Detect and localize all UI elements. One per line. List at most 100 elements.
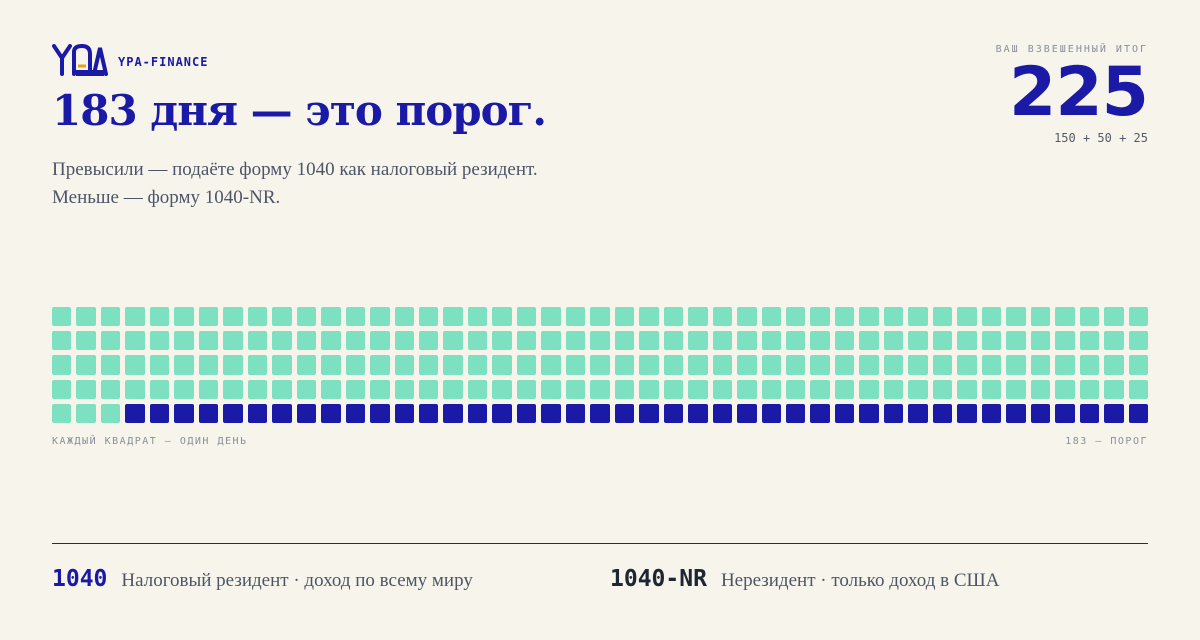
day-square-resident [614, 355, 635, 375]
day-square-resident [198, 355, 219, 375]
day-square-resident [272, 355, 292, 375]
day-square-resident [272, 379, 292, 399]
day-square-resident [932, 307, 953, 327]
day-square-resident [786, 331, 806, 351]
day-square-resident [296, 355, 317, 375]
day-square-resident [639, 379, 659, 399]
day-square-resident [688, 355, 708, 375]
day-square-resident [810, 331, 830, 351]
day-square-resident [198, 307, 219, 327]
day-square-resident [100, 331, 121, 351]
day-square-resident [247, 379, 268, 399]
page-title: 183 дня — это порог. [52, 86, 547, 135]
day-square-resident [321, 379, 341, 399]
day-square-over-threshold [1055, 403, 1075, 423]
day-square-resident [565, 355, 586, 375]
form-code: 1040 [52, 566, 108, 592]
day-square-resident [467, 331, 488, 351]
day-square-resident [1128, 355, 1148, 375]
day-grid [52, 307, 1148, 423]
day-square-resident [590, 355, 610, 375]
day-square-over-threshold [737, 403, 757, 423]
day-square-resident [1055, 379, 1075, 399]
day-square-resident [174, 379, 194, 399]
brand-name: YPA-FINANCE [118, 55, 209, 69]
day-square-resident [957, 355, 977, 375]
day-square-resident [125, 355, 145, 375]
day-square-resident [394, 307, 414, 327]
day-square-resident [100, 307, 121, 327]
day-square-resident [125, 331, 145, 351]
day-square-resident [712, 355, 733, 375]
day-square-resident [810, 379, 830, 399]
day-square-resident [370, 355, 390, 375]
day-square-resident [516, 331, 537, 351]
day-square-resident [981, 307, 1002, 327]
total-value: 225 [1009, 53, 1149, 132]
day-square-resident [370, 331, 390, 351]
day-square-resident [467, 355, 488, 375]
day-square-resident [149, 307, 170, 327]
day-square-resident [688, 307, 708, 327]
day-square-resident [149, 355, 170, 375]
day-square-over-threshold [394, 403, 414, 423]
day-square-resident [981, 355, 1002, 375]
day-square-resident [296, 307, 317, 327]
day-square-over-threshold [614, 403, 635, 423]
day-square-resident [370, 379, 390, 399]
day-square-resident [174, 331, 194, 351]
day-square-resident [859, 355, 879, 375]
day-square-over-threshold [125, 403, 145, 423]
day-square-resident [737, 331, 757, 351]
day-square-resident [247, 331, 268, 351]
day-square-resident [786, 355, 806, 375]
day-square-resident [908, 355, 928, 375]
day-square-resident [345, 307, 366, 327]
day-square-resident [908, 331, 928, 351]
day-square-resident [1128, 307, 1148, 327]
day-square-resident [614, 379, 635, 399]
day-square-resident [1128, 379, 1148, 399]
grid-caption-left: КАЖДЫЙ КВАДРАТ — ОДИН ДЕНЬ [52, 436, 248, 447]
day-square-resident [932, 331, 953, 351]
day-square-resident [76, 379, 96, 399]
day-square-resident [394, 379, 414, 399]
day-square-resident [52, 307, 72, 327]
day-square-resident [834, 307, 855, 327]
day-square-resident [859, 307, 879, 327]
day-square-resident [1079, 355, 1100, 375]
day-square-resident [492, 379, 512, 399]
day-square-over-threshold [957, 403, 977, 423]
day-square-resident [663, 307, 684, 327]
day-square-resident [614, 331, 635, 351]
day-square-over-threshold [834, 403, 855, 423]
day-square-resident [1006, 331, 1026, 351]
day-square-resident [761, 355, 781, 375]
day-square-over-threshold [908, 403, 928, 423]
day-square-resident [834, 331, 855, 351]
form-1040: 1040 Налоговый резидент · доход по всему… [52, 566, 473, 592]
day-square-resident [1104, 307, 1124, 327]
day-square-resident [541, 307, 561, 327]
day-square-resident [859, 331, 879, 351]
day-square-over-threshold [345, 403, 366, 423]
day-square-resident [492, 355, 512, 375]
day-square-over-threshold [932, 403, 953, 423]
form-1040-nr: 1040-NR Нерезидент · только доход в США [610, 566, 999, 592]
day-square-resident [516, 307, 537, 327]
day-square-over-threshold [712, 403, 733, 423]
day-square-resident [639, 355, 659, 375]
day-square-resident [639, 307, 659, 327]
day-square-resident [663, 379, 684, 399]
day-square-resident [223, 307, 243, 327]
day-square-resident [786, 379, 806, 399]
day-square-resident [565, 307, 586, 327]
day-square-resident [590, 307, 610, 327]
day-square-resident [859, 379, 879, 399]
day-square-resident [688, 379, 708, 399]
day-square-resident [443, 331, 463, 351]
day-square-resident [1030, 379, 1051, 399]
day-square-resident [223, 379, 243, 399]
day-square-over-threshold [174, 403, 194, 423]
day-square-resident [443, 307, 463, 327]
